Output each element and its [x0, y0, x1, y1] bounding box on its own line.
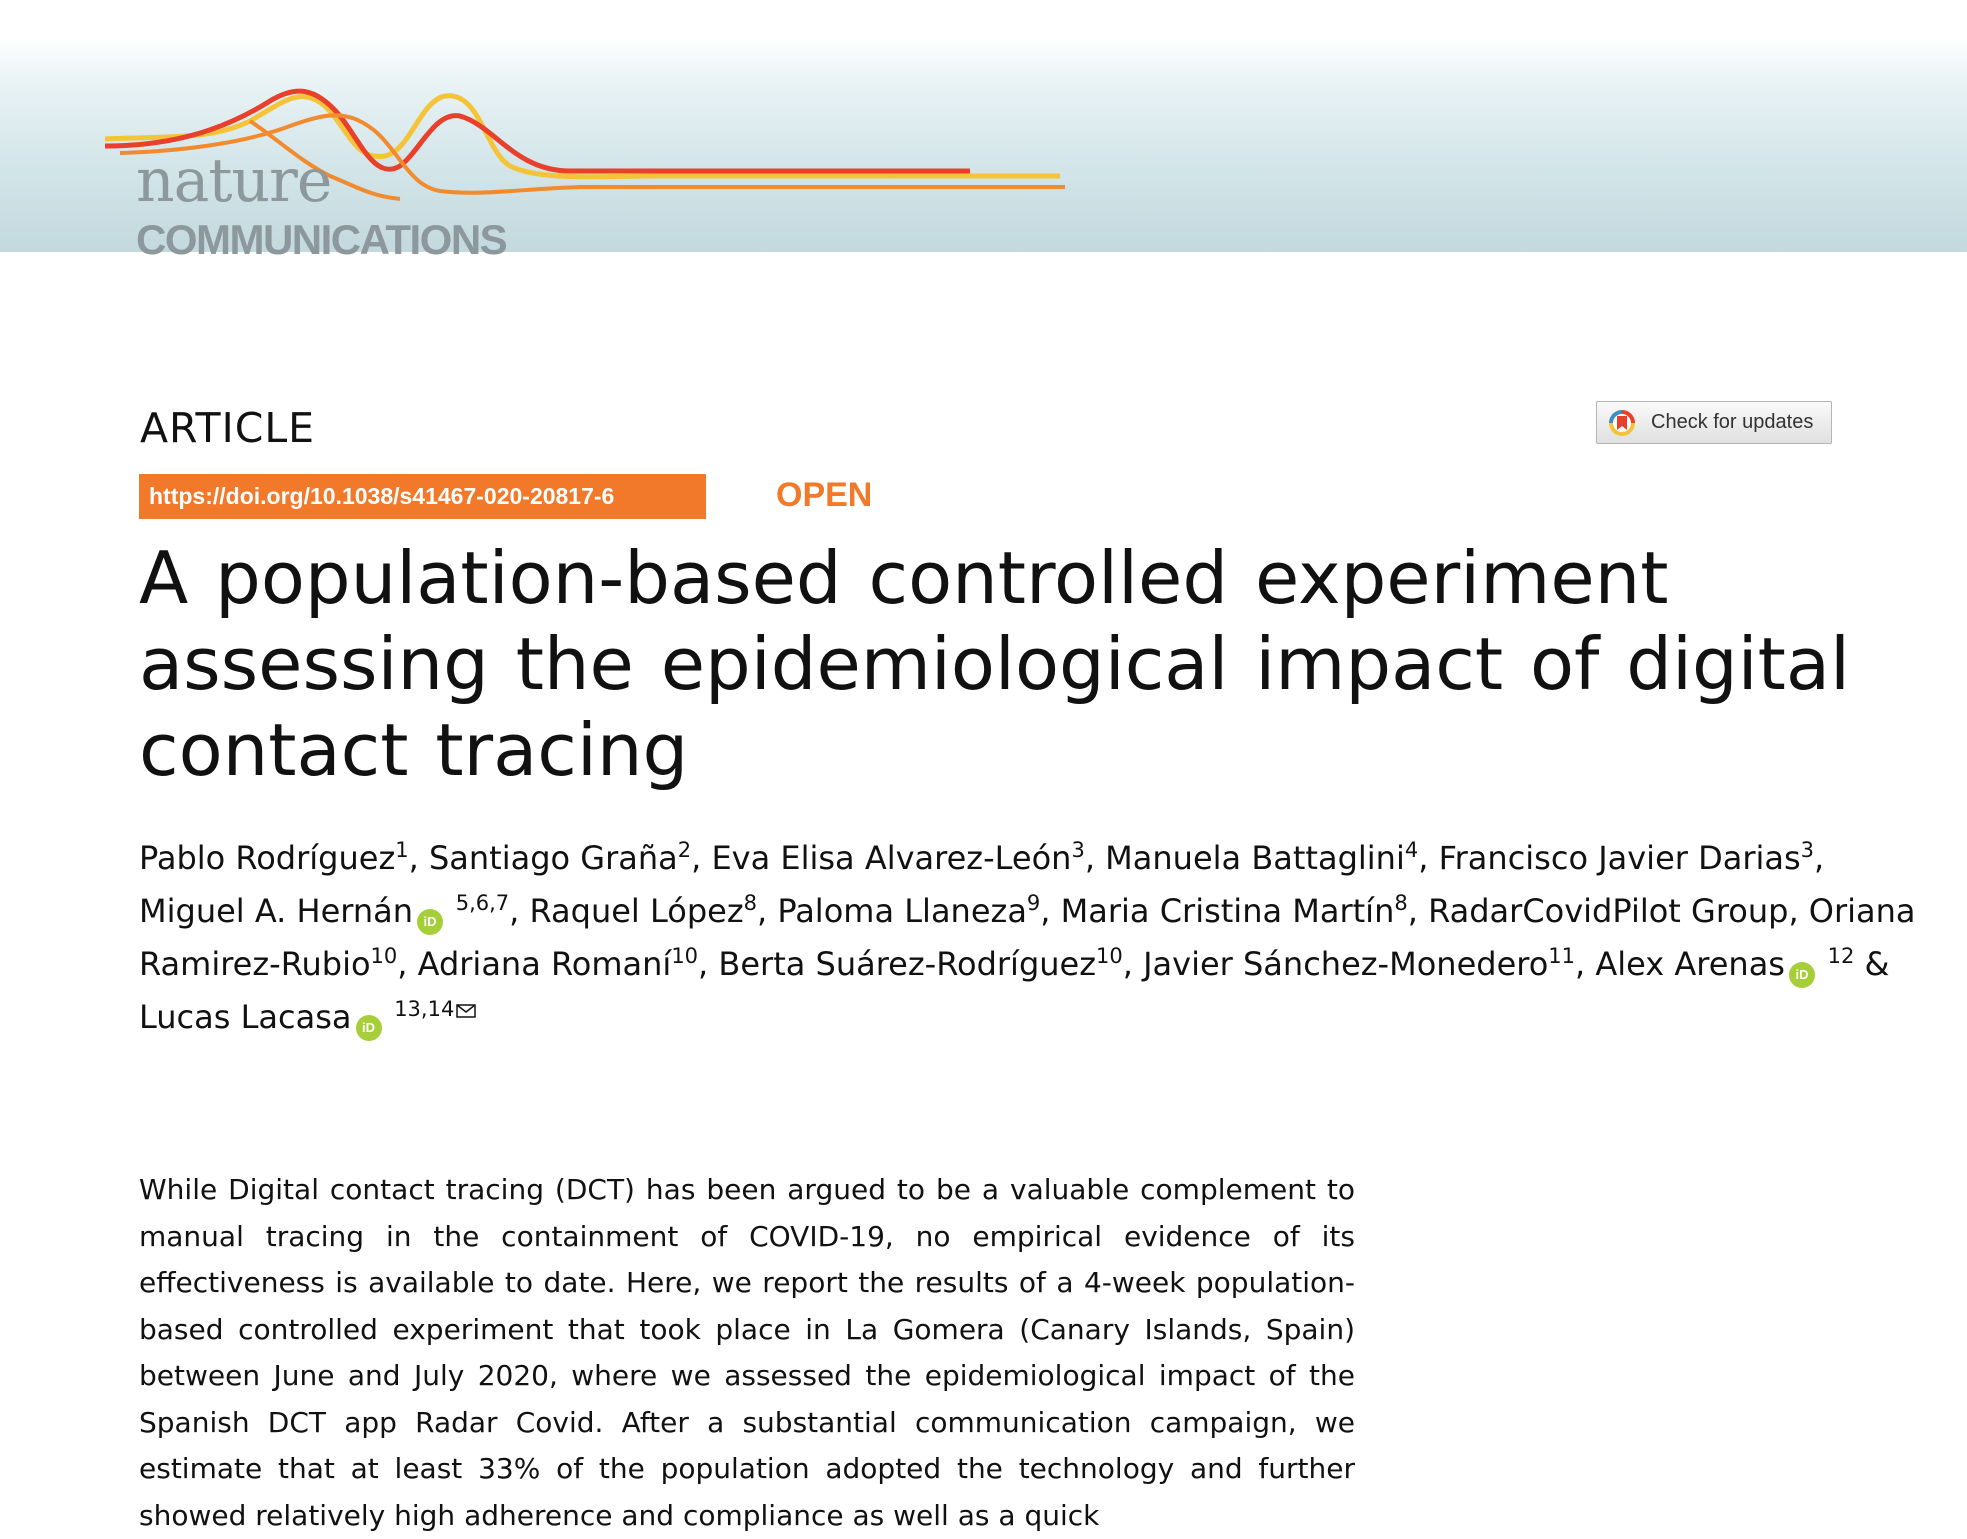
author-name[interactable]: Paloma Llaneza — [777, 892, 1027, 930]
author-separator: , — [1122, 945, 1144, 983]
author-name[interactable]: Lucas Lacasa — [139, 998, 352, 1036]
author-name[interactable]: Manuela Battaglini — [1105, 839, 1405, 877]
author-name[interactable]: Javier Sánchez-Monedero — [1143, 945, 1549, 983]
author-name[interactable]: Francisco Javier Darias — [1438, 839, 1801, 877]
author-separator: , — [1084, 839, 1106, 877]
author-separator: , — [691, 839, 712, 877]
affiliation-number: 11 — [1548, 944, 1576, 968]
affiliation-number: 3 — [1071, 838, 1085, 862]
author-name[interactable]: Adriana Romaní — [417, 945, 672, 983]
affiliation-number: 9 — [1026, 891, 1041, 915]
abstract: While Digital contact tracing (DCT) has … — [139, 1173, 1355, 1532]
check-for-updates-button[interactable]: Check for updates — [1596, 401, 1832, 444]
author-separator: , — [698, 945, 719, 983]
check-updates-label: Check for updates — [1651, 411, 1814, 433]
author[interactable]: Eva Elisa Alvarez-León3 — [711, 839, 1084, 877]
author-name[interactable]: Maria Cristina Martín — [1060, 892, 1395, 930]
article-title: A population-based controlled experiment… — [139, 536, 1851, 792]
author[interactable]: Oriana Ramirez-Rubio10 — [139, 892, 1916, 983]
author[interactable]: Javier Sánchez-Monedero11 — [1143, 945, 1575, 983]
author[interactable]: Lucas Lacasa iD 13,14 — [139, 997, 477, 1041]
check-updates-icon — [1609, 409, 1635, 436]
orcid-icon[interactable]: iD — [1788, 962, 1815, 988]
author-name[interactable]: Alex Arenas — [1595, 945, 1785, 983]
affiliation-number: 3 — [1800, 838, 1815, 862]
author-separator: , — [1407, 892, 1429, 930]
author-separator: , — [1040, 892, 1061, 930]
author-name[interactable]: Raquel López — [529, 892, 744, 930]
author[interactable]: Paloma Llaneza9 — [777, 892, 1040, 930]
author[interactable]: Raquel López8 — [529, 892, 757, 930]
author[interactable]: Pablo Rodríguez1 — [139, 839, 409, 877]
affiliation-number: 8 — [743, 891, 757, 915]
author[interactable]: Miguel A. Hernán iD 5,6,7 — [139, 891, 510, 935]
author-list: Pablo Rodríguez1, Santiago Graña2, Eva E… — [139, 832, 1939, 1044]
author[interactable]: Berta Suárez-Rodríguez10 — [718, 945, 1122, 983]
author-separator: , — [1418, 839, 1439, 877]
affiliation-number: 10 — [370, 944, 398, 968]
nature-waves-logo — [104, 88, 1065, 201]
author-name[interactable]: Miguel A. Hernán — [139, 892, 414, 930]
author[interactable]: Francisco Javier Darias3 — [1439, 839, 1814, 877]
author-separator: , — [408, 839, 429, 877]
affiliation-number: 13,14 — [387, 997, 455, 1021]
journal-name-communications: COMMUNICATIONS — [136, 216, 508, 263]
author-name[interactable]: Eva Elisa Alvarez-León — [711, 839, 1072, 877]
affiliation-number: 1 — [395, 838, 409, 862]
doi-link[interactable]: https://doi.org/10.1038/s41467-020-20817… — [139, 474, 706, 519]
author[interactable]: Manuela Battaglini4 — [1105, 839, 1418, 877]
author[interactable]: RadarCovidPilot Group — [1428, 892, 1788, 930]
author-name[interactable]: Berta Suárez-Rodríguez — [718, 945, 1097, 983]
author-separator: , — [1788, 892, 1809, 930]
author-name[interactable]: Oriana Ramirez-Rubio — [139, 892, 1916, 983]
email-icon[interactable] — [456, 1004, 477, 1018]
article-type-label: ARTICLE — [140, 404, 316, 452]
author[interactable]: Alex Arenas iD 12 — [1595, 944, 1855, 988]
author-separator: & — [1854, 945, 1890, 983]
author[interactable]: Santiago Graña2 — [429, 839, 691, 877]
author-separator: , — [1575, 945, 1596, 983]
affiliation-number: 12 — [1820, 944, 1855, 968]
affiliation-number: 8 — [1394, 891, 1408, 915]
journal-banner: nature COMMUNICATIONS — [0, 39, 1967, 261]
orcid-icon[interactable]: iD — [417, 909, 444, 935]
affiliation-number: 5,6,7 — [449, 891, 510, 915]
affiliation-number: 10 — [671, 944, 699, 968]
orcid-icon[interactable]: iD — [355, 1015, 382, 1041]
affiliation-number: 4 — [1404, 838, 1419, 862]
author-separator: , — [397, 945, 418, 983]
author-separator: , — [1814, 839, 1825, 877]
author-name[interactable]: RadarCovidPilot Group — [1428, 892, 1789, 930]
author-name[interactable]: Santiago Graña — [428, 839, 678, 877]
open-access-label: OPEN — [776, 476, 873, 514]
author-separator: , — [756, 892, 778, 930]
affiliation-number: 2 — [677, 838, 692, 862]
journal-name-nature: nature — [136, 146, 332, 216]
author[interactable]: Adriana Romaní10 — [418, 945, 698, 983]
author[interactable]: Maria Cristina Martín8 — [1061, 892, 1408, 930]
affiliation-number: 10 — [1096, 944, 1123, 968]
author-name[interactable]: Pablo Rodríguez — [139, 839, 396, 877]
author-separator: , — [509, 892, 530, 930]
